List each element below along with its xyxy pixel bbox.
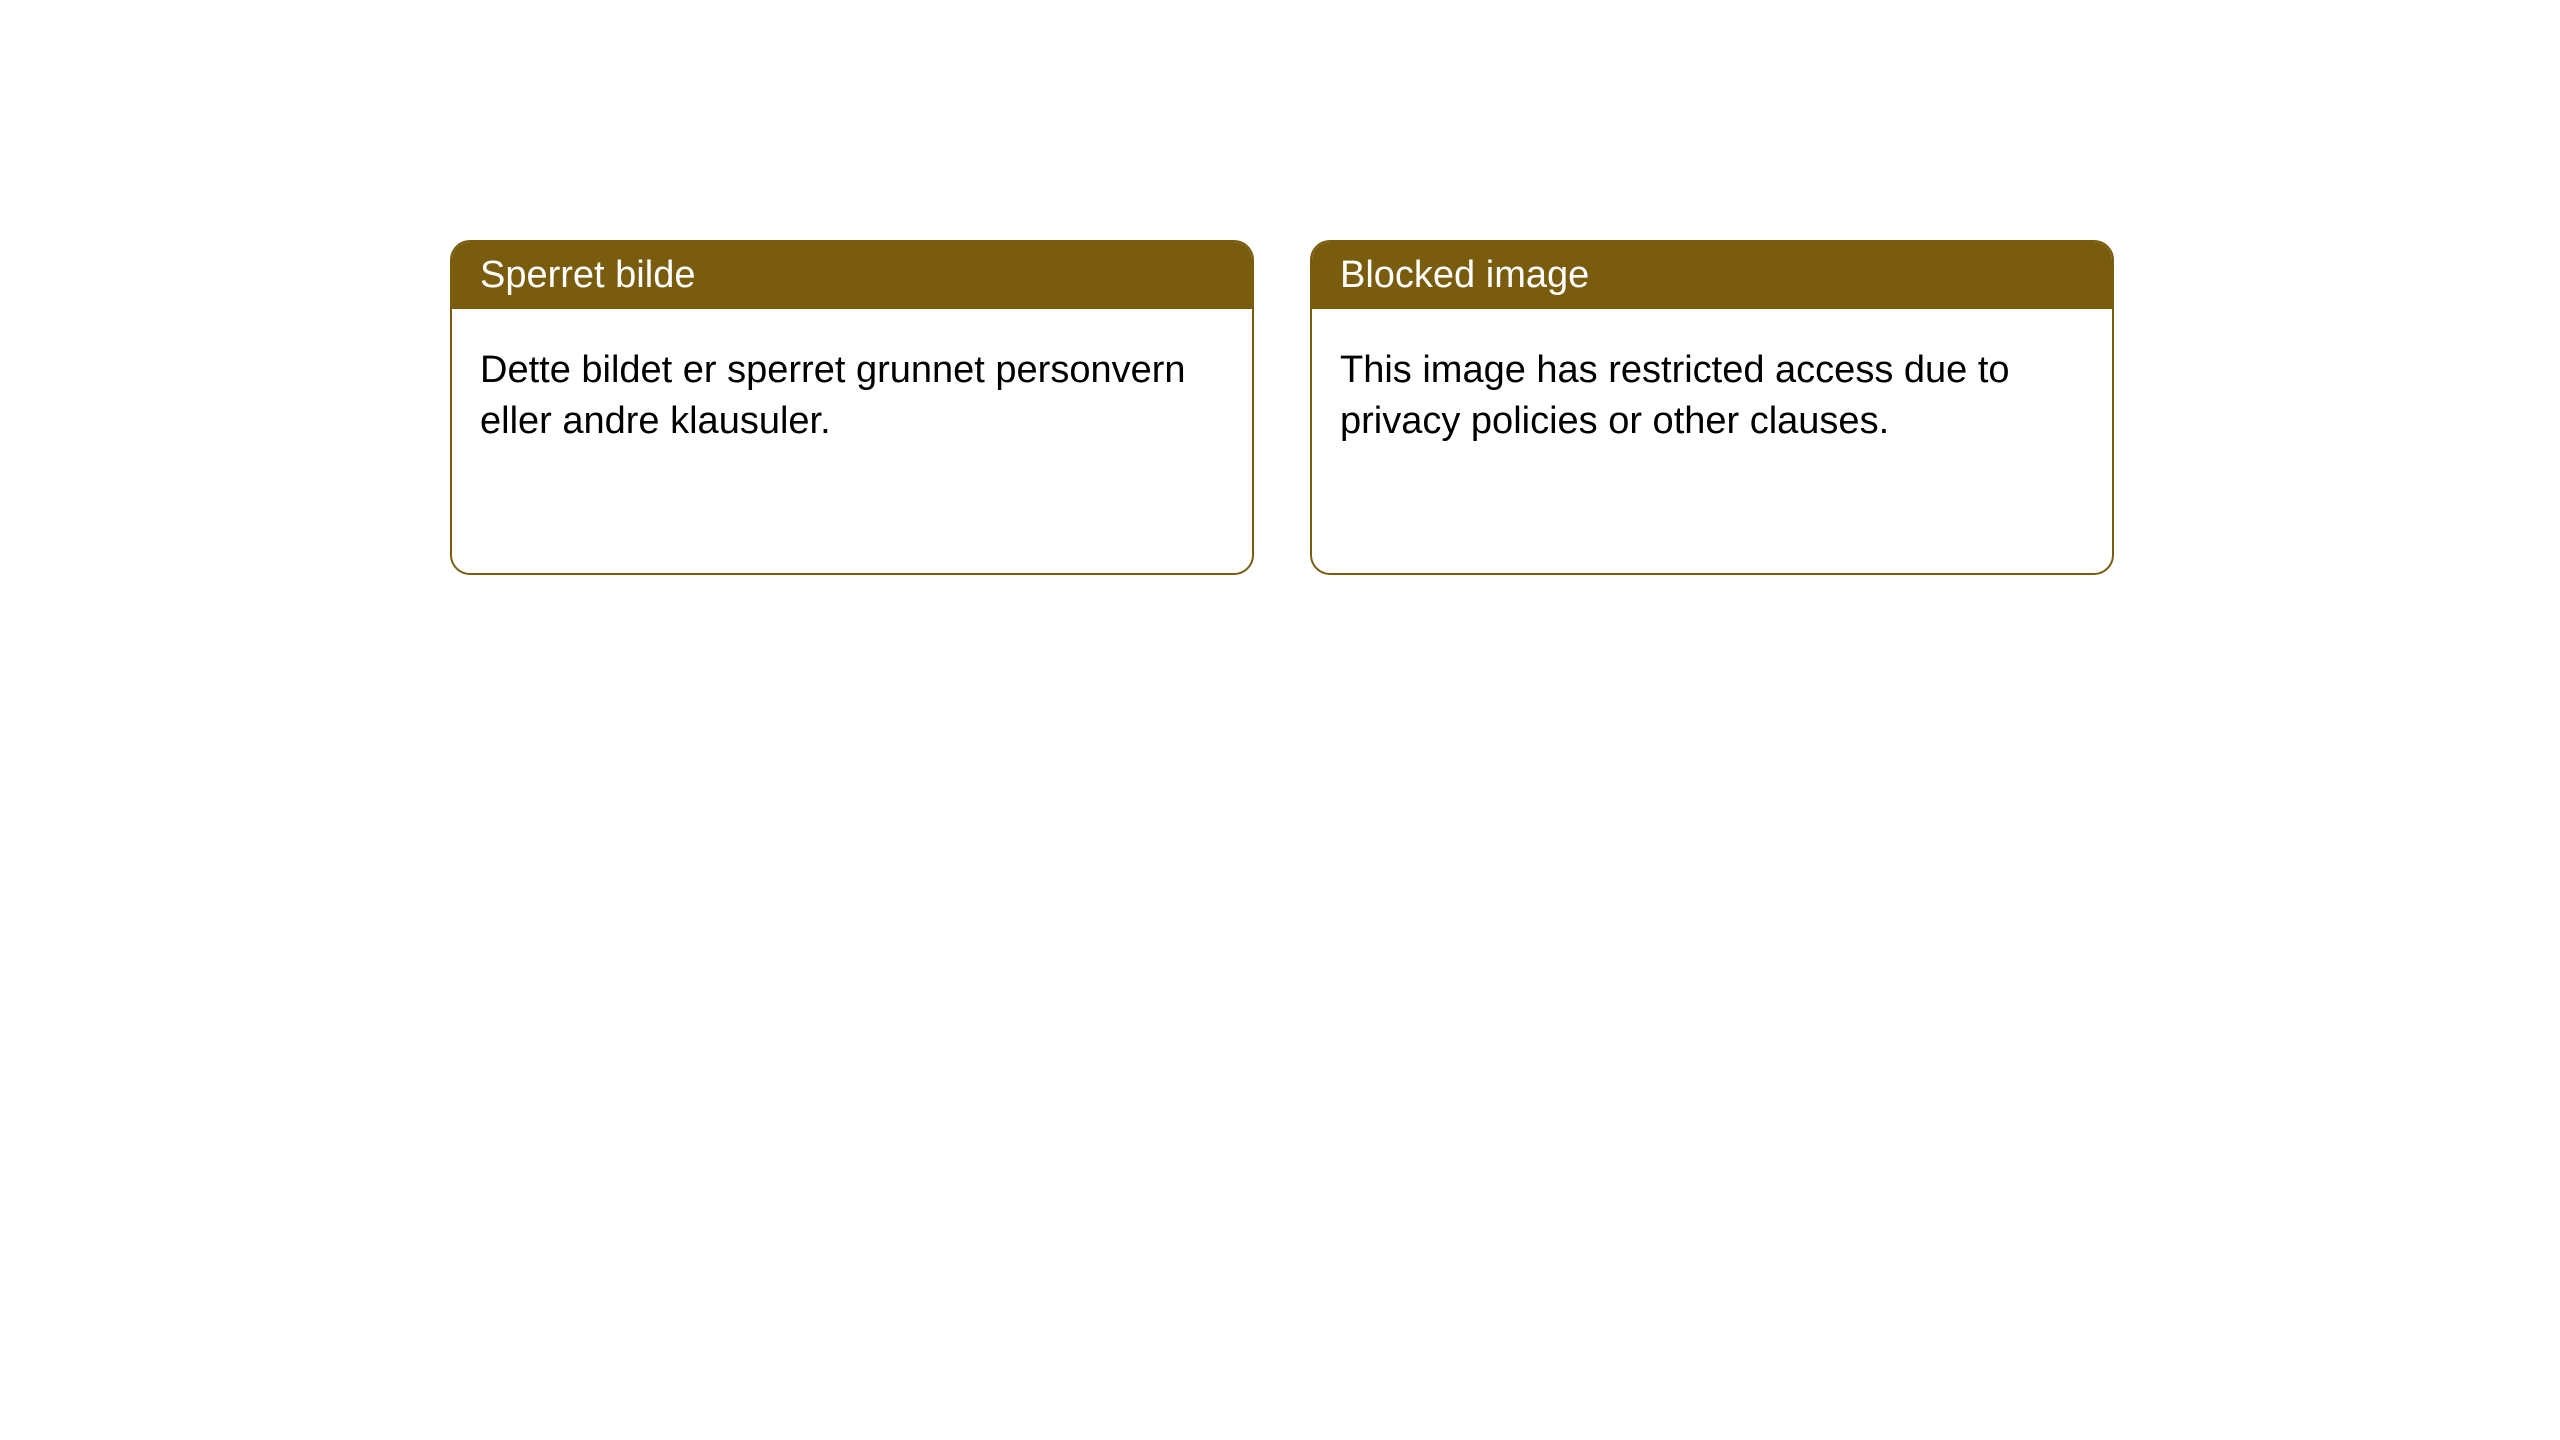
card-blocked-image-no: Sperret bilde Dette bildet er sperret gr… xyxy=(450,240,1254,575)
card-body: Dette bildet er sperret grunnet personve… xyxy=(452,309,1252,484)
card-header: Sperret bilde xyxy=(452,242,1252,309)
card-body-text: Dette bildet er sperret grunnet personve… xyxy=(480,349,1186,442)
card-body-text: This image has restricted access due to … xyxy=(1340,349,2010,442)
card-body: This image has restricted access due to … xyxy=(1312,309,2112,484)
card-header: Blocked image xyxy=(1312,242,2112,309)
card-blocked-image-en: Blocked image This image has restricted … xyxy=(1310,240,2114,575)
cards-container: Sperret bilde Dette bildet er sperret gr… xyxy=(0,0,2560,575)
card-title: Blocked image xyxy=(1340,254,1589,296)
card-title: Sperret bilde xyxy=(480,254,695,296)
